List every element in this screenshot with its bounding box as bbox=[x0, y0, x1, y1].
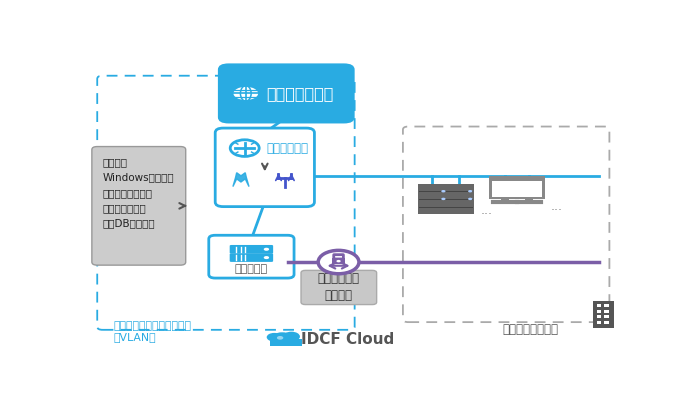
Circle shape bbox=[233, 86, 260, 101]
Circle shape bbox=[318, 250, 359, 274]
Text: ...: ... bbox=[481, 204, 493, 217]
Circle shape bbox=[264, 256, 269, 259]
Text: ...: ... bbox=[550, 200, 563, 213]
Circle shape bbox=[266, 333, 282, 342]
Bar bbox=[604, 310, 609, 313]
Circle shape bbox=[468, 190, 473, 192]
FancyBboxPatch shape bbox=[230, 253, 273, 262]
FancyBboxPatch shape bbox=[301, 270, 376, 304]
FancyBboxPatch shape bbox=[215, 128, 314, 207]
Text: インターネット: インターネット bbox=[266, 86, 334, 101]
Bar bbox=[604, 315, 609, 318]
Bar bbox=[513, 176, 545, 199]
Circle shape bbox=[441, 198, 446, 200]
Text: 仮想ルーター: 仮想ルーター bbox=[266, 142, 308, 155]
Circle shape bbox=[441, 190, 446, 192]
Bar bbox=[271, 339, 302, 346]
Text: プライベート
コネクト: プライベート コネクト bbox=[318, 272, 360, 302]
Circle shape bbox=[468, 198, 473, 200]
Bar bbox=[597, 310, 601, 313]
Circle shape bbox=[283, 332, 300, 342]
Bar bbox=[332, 258, 345, 264]
Bar bbox=[444, 184, 474, 214]
Text: お客さまオフィス: お客さまオフィス bbox=[502, 323, 558, 336]
Text: 用途例：
Windowsサーバー
ファイルサーバー
メールサーバー
社内DBサーバー: 用途例： Windowsサーバー ファイルサーバー メールサーバー 社内DBサー… bbox=[102, 157, 174, 228]
Bar bbox=[525, 198, 533, 202]
Bar bbox=[597, 304, 601, 307]
Bar bbox=[516, 181, 542, 197]
FancyBboxPatch shape bbox=[92, 146, 185, 265]
Circle shape bbox=[271, 332, 294, 346]
Bar bbox=[597, 320, 601, 324]
Text: IDCF Cloud: IDCF Cloud bbox=[301, 332, 394, 346]
Bar bbox=[501, 198, 509, 202]
Circle shape bbox=[230, 140, 260, 156]
Bar bbox=[492, 181, 518, 197]
Bar bbox=[604, 304, 609, 307]
Bar bbox=[604, 320, 609, 324]
FancyBboxPatch shape bbox=[209, 235, 294, 278]
Circle shape bbox=[336, 260, 340, 262]
Circle shape bbox=[264, 248, 269, 251]
Bar bbox=[593, 300, 614, 328]
Text: お客さま専用ネットワーク
（VLAN）: お客さま専用ネットワーク （VLAN） bbox=[113, 320, 191, 342]
Circle shape bbox=[277, 336, 283, 340]
Polygon shape bbox=[233, 173, 249, 186]
Text: 仮想マシン: 仮想マシン bbox=[235, 264, 268, 274]
Bar bbox=[418, 184, 447, 214]
Bar bbox=[597, 315, 601, 318]
Bar bbox=[489, 176, 520, 199]
FancyBboxPatch shape bbox=[230, 245, 273, 254]
FancyBboxPatch shape bbox=[218, 64, 355, 124]
